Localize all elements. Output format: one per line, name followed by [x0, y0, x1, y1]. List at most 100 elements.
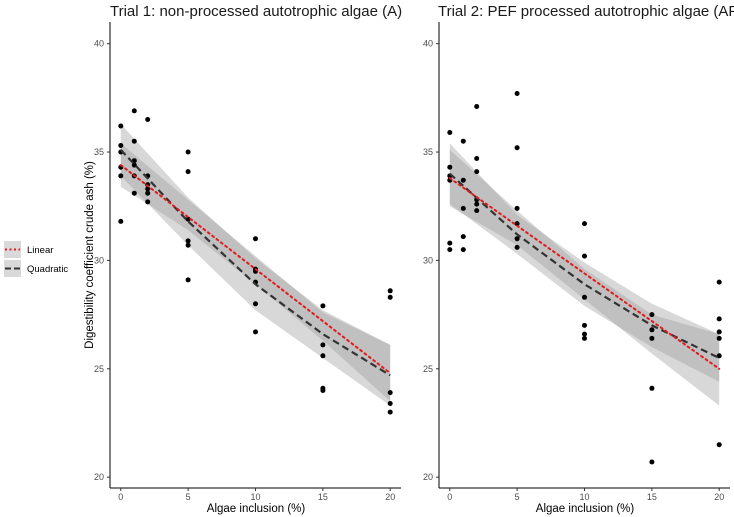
panel-2-data-point	[716, 335, 722, 341]
panel-2-data-point	[474, 156, 480, 161]
legend-linear-key-bg	[4, 241, 21, 258]
panel-2-data-point	[716, 316, 722, 322]
panel-1-x-tick-label: 15	[318, 492, 328, 502]
panel-1-data-point	[145, 190, 151, 196]
panel-2-data-point	[514, 205, 520, 211]
panel-1-data-point	[320, 342, 326, 348]
panel-1-y-tick-label: 35	[94, 147, 104, 157]
panel-1-data-point	[145, 199, 151, 205]
panel-2-data-point	[460, 234, 466, 240]
panel-2-data-point	[474, 104, 480, 109]
panel-2-y-tick-label: 30	[423, 255, 433, 265]
panel-1-x-tick-label: 0	[118, 492, 123, 502]
panel-2-data-point	[582, 253, 587, 259]
panel-1-linear-fit-line	[119, 164, 392, 375]
panel-1-data-point	[118, 173, 124, 179]
panel-1-data-point	[387, 409, 393, 415]
panel-2-data-point	[460, 205, 466, 211]
panel-2-data-point	[716, 279, 722, 285]
panel-1-data-point	[253, 236, 258, 242]
panel-2-data-point	[649, 312, 655, 318]
panel-1-y-tick-label: 40	[94, 39, 104, 49]
panel-2-data-point	[460, 138, 466, 144]
panel-2-data-point	[649, 335, 655, 341]
panel-2-data-point	[514, 221, 520, 227]
panel-2-data-point	[514, 244, 520, 250]
panel-1-y-tick-label: 20	[94, 472, 104, 482]
panel-2-y-tick-label: 20	[423, 472, 433, 482]
panel-2-plot-area	[447, 91, 722, 465]
panel-2-data-point	[716, 442, 722, 448]
panel-1-data-point	[253, 329, 258, 335]
panel-2-data-point	[474, 169, 480, 175]
panel-1-x-tick-label: 5	[186, 492, 191, 502]
panel-2-data-point	[649, 385, 655, 391]
panel-1-data-point	[145, 186, 151, 192]
panel-2-ticks: 20 25 30 35 40 0 5 10 15 20	[423, 39, 724, 502]
panel-1-data-point	[185, 277, 191, 283]
panel-2-data-point	[447, 247, 453, 253]
panel-2-data-point	[716, 329, 722, 335]
panel-2-linear-fit-line	[448, 177, 721, 370]
panel-2-data-point	[514, 145, 520, 151]
panel-1-data-point	[145, 117, 151, 122]
panel-1-x-tick-label: 10	[250, 492, 260, 502]
panel-2-data-point	[716, 353, 722, 359]
panel-1-data-point	[118, 123, 124, 129]
panel-1-quadratic-fit-line	[119, 149, 391, 377]
panel-1-data-point	[131, 138, 137, 144]
panel-2-x-tick-label: 15	[647, 492, 657, 502]
panel-1-data-point	[320, 388, 326, 393]
panel-2-data-point	[649, 459, 655, 465]
panel-1-data-point	[387, 288, 393, 294]
panel-2-y-tick-label: 25	[423, 364, 433, 374]
panel-2-data-point	[447, 240, 453, 246]
legend: Linear Quadratic	[4, 241, 68, 277]
legend-quadratic-key-bg	[4, 260, 21, 277]
panel-1-y-tick-label: 25	[94, 364, 104, 374]
panel-trial-1: Trial 1: non-processed autotrophic algae…	[94, 3, 402, 515]
panel-1-data-point	[320, 353, 326, 359]
panel-trial-2: Trial 2: PEF processed autotrophic algae…	[423, 3, 734, 515]
panel-2-data-point	[474, 208, 480, 214]
panel-1-data-point	[185, 238, 191, 244]
panel-2-data-point	[514, 91, 520, 96]
panel-1-x-tick-label: 20	[385, 492, 395, 502]
panel-1-title: Trial 1: non-processed autotrophic algae…	[110, 3, 402, 20]
panel-2-linear-confidence-band	[449, 149, 720, 406]
panel-1-plot-area	[118, 108, 393, 415]
panel-2-data-point	[514, 236, 520, 242]
panel-1-data-point	[185, 149, 191, 155]
panel-1-x-axis-title: Algae inclusion (%)	[207, 503, 306, 515]
panel-1-data-point	[131, 190, 137, 196]
panel-1-data-point	[185, 169, 191, 175]
panel-1-y-tick-label: 30	[94, 255, 104, 265]
panel-1-data-point	[118, 143, 124, 148]
panel-1-data-point	[387, 390, 393, 396]
panel-2-data-point	[649, 327, 655, 333]
y-axis-title: Digestibility coefficient crude ash (%)	[84, 161, 96, 349]
panel-2-data-point	[460, 247, 466, 253]
panel-1-data-point	[387, 401, 393, 406]
panel-2-data-point	[474, 201, 480, 207]
panel-2-data-point	[582, 221, 587, 227]
panel-1-data-point	[185, 216, 191, 222]
panel-2-data-point	[447, 164, 453, 170]
panel-1-data-point	[253, 301, 258, 307]
panel-2-y-tick-label: 40	[423, 39, 433, 49]
panel-2-x-tick-label: 5	[515, 492, 520, 502]
panel-1-ticks: 20 25 30 35 40 0 5 10 15 20	[94, 39, 395, 502]
panel-1-data-point	[118, 218, 124, 224]
panel-2-title: Trial 2: PEF processed autotrophic algae…	[438, 3, 734, 20]
panel-2-data-point	[582, 335, 587, 341]
panel-1-data-point	[320, 303, 326, 309]
panel-2-data-point	[582, 331, 587, 337]
panel-2-x-tick-label: 10	[579, 492, 589, 502]
legend-quadratic-label: Quadratic	[27, 264, 68, 275]
panel-2-x-tick-label: 20	[714, 492, 724, 502]
panel-1-data-point	[131, 108, 137, 114]
panel-2-data-point	[460, 177, 466, 183]
legend-linear-label: Linear	[27, 245, 53, 256]
panel-2-data-point	[582, 322, 587, 328]
